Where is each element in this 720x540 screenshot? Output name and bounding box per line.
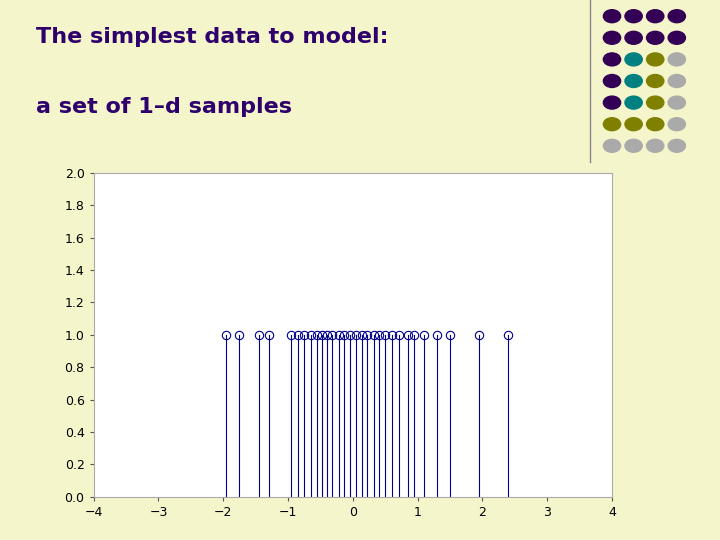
- Text: a set of 1–d samples: a set of 1–d samples: [36, 97, 292, 117]
- Text: The simplest data to model:: The simplest data to model:: [36, 27, 389, 47]
